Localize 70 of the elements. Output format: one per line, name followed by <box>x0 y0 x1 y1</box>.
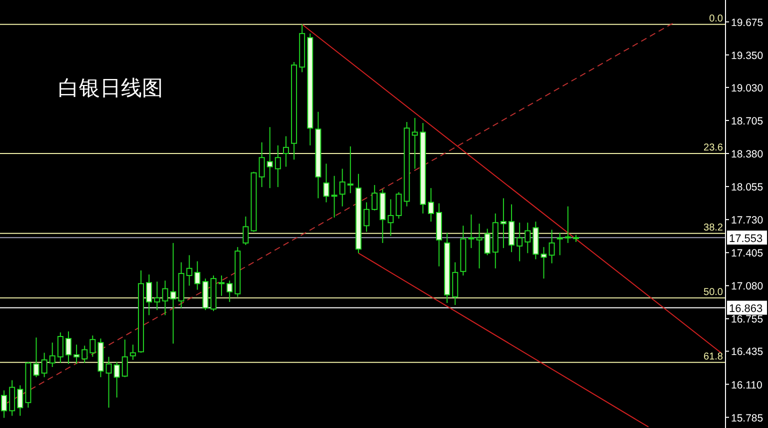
candlestick <box>82 345 88 364</box>
y-tick-label: 18.705 <box>731 115 764 128</box>
candlestick <box>274 144 281 188</box>
candlestick <box>226 280 233 302</box>
candlestick <box>468 214 474 249</box>
candlestick <box>323 163 330 203</box>
candlestick <box>17 384 24 416</box>
ref-line-label: 17.553 <box>729 233 763 246</box>
candlestick <box>154 281 160 311</box>
candlestick <box>428 188 434 222</box>
candlestick <box>339 168 346 207</box>
y-tick-label: 15.785 <box>731 412 764 424</box>
candlestick <box>33 337 40 378</box>
candlestick <box>524 222 531 254</box>
annotation: 0.0 <box>709 13 724 24</box>
candlestick <box>170 242 176 344</box>
candlestick <box>65 330 72 364</box>
candlestick <box>484 228 490 256</box>
y-tick-label: 18.055 <box>731 182 764 194</box>
candlestick <box>218 275 225 296</box>
candlestick <box>266 126 273 189</box>
candlestick <box>57 332 64 364</box>
candlestick <box>347 146 354 194</box>
text: 白银日线图 <box>58 76 163 100</box>
y-tick-label: 16.435 <box>731 346 764 358</box>
candlestick <box>500 198 506 249</box>
candlestick <box>49 342 56 368</box>
candlestick <box>90 334 96 358</box>
candlestick <box>476 223 482 269</box>
candlestick <box>331 175 338 218</box>
candlestick <box>130 344 136 360</box>
candlestick <box>122 339 128 378</box>
candlestick <box>194 260 200 290</box>
candlestick <box>162 280 168 316</box>
candlestick <box>388 198 394 236</box>
candlestick <box>106 356 112 408</box>
candlestick <box>41 352 48 378</box>
y-tick-label: 16.755 <box>731 314 764 326</box>
candlestick <box>282 136 289 168</box>
candlestick <box>548 229 555 264</box>
candlestick <box>564 206 571 244</box>
candlestick <box>146 274 152 316</box>
candlestick <box>186 254 192 286</box>
candlestick <box>412 117 418 170</box>
annotation: 23.6 <box>704 142 724 154</box>
candlestick <box>364 202 370 232</box>
annotation: 50.0 <box>704 286 724 298</box>
candlestick <box>114 361 120 398</box>
y-tick-label: 19.675 <box>731 16 764 29</box>
candlestick <box>1 390 8 418</box>
y-tick-label: 17.730 <box>731 214 764 227</box>
candlestick <box>74 344 80 364</box>
candlestick <box>242 216 249 246</box>
candlestick <box>556 232 563 256</box>
candlestick <box>540 246 547 280</box>
y-tick-label: 17.405 <box>731 248 764 260</box>
y-tick-label: 19.350 <box>731 50 764 62</box>
candlestick <box>508 204 515 253</box>
candlestick <box>372 184 378 211</box>
y-tick-label: 17.080 <box>731 280 764 293</box>
candlestick <box>258 142 265 188</box>
candlestick <box>396 192 402 220</box>
annotation: 61.8 <box>704 351 724 362</box>
candlestick <box>516 222 523 262</box>
y-tick-label: 18.380 <box>731 148 764 161</box>
ref-line-label: 16.863 <box>729 303 763 316</box>
candlestick <box>9 380 16 416</box>
y-tick-label: 16.110 <box>731 379 762 392</box>
y-tick-label: 19.030 <box>731 82 764 94</box>
annotation: 38.2 <box>704 222 724 234</box>
